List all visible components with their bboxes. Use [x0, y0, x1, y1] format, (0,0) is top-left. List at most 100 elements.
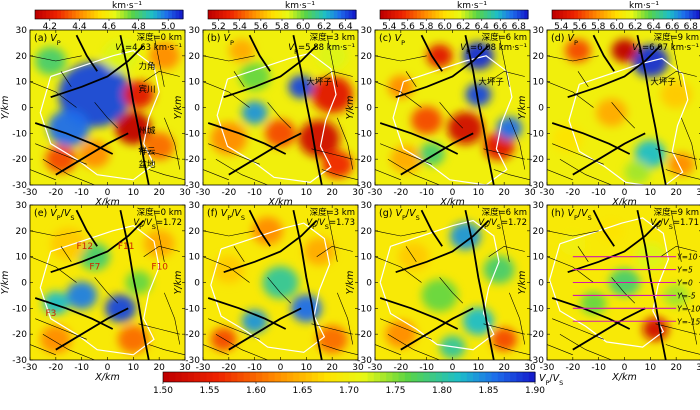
colorbar-cell	[336, 372, 344, 382]
colorbar-cell	[417, 10, 422, 19]
fault-line-minor	[670, 35, 682, 87]
anomaly-layer	[559, 219, 690, 341]
anomaly-blob	[385, 320, 417, 349]
x-axis-label: X/km	[94, 197, 119, 208]
colorbar-cell	[420, 10, 425, 19]
fault-line-minor	[611, 102, 636, 129]
fault-line-major	[395, 219, 490, 274]
colorbar-cell	[337, 10, 342, 19]
colorbar-cell	[513, 10, 518, 19]
colorbar-cell	[134, 10, 140, 19]
fault-line-major	[636, 210, 667, 360]
anomaly-blob	[143, 229, 175, 258]
fault-line-minor	[233, 71, 245, 87]
vp-panel-3: -30 -20 -10 0 10 20 30 X/km 30 20 10 0 -10 -20 -30 Y/km…	[345, 26, 536, 208]
x-tick-label: -30	[23, 188, 38, 198]
x-tick-label: -30	[196, 363, 211, 373]
anomaly-blob	[288, 75, 315, 99]
colorbar-cell	[431, 10, 437, 19]
x-tick-label: 0	[450, 188, 456, 198]
fault-line-minor	[483, 323, 525, 335]
colorbar-unit: km·s⁻¹	[457, 1, 487, 11]
colorbar-tick-label: 5.0	[161, 22, 176, 32]
colorbar-cell	[304, 10, 309, 19]
x-axis-label: X/km	[611, 372, 636, 383]
y-tick-label: -30	[529, 181, 544, 191]
colorbar-cell	[380, 372, 387, 382]
colorbar-frame	[379, 9, 529, 20]
y-tick-label: 30	[361, 201, 373, 211]
colorbar-tick-label: 6.2	[628, 22, 642, 32]
colorbar-cell	[282, 10, 287, 19]
colorbar-cell	[552, 10, 557, 19]
fault-line-major	[75, 209, 98, 247]
colorbar-cell	[413, 10, 418, 19]
fault-line-minor	[203, 344, 229, 356]
fault-line-major	[567, 219, 662, 274]
fault-line-major	[395, 44, 490, 99]
x-tick-label: -30	[196, 188, 211, 198]
y-tick-label: 20	[361, 52, 373, 62]
colorbar-cell	[75, 10, 80, 19]
fault-line-major	[592, 34, 615, 72]
colorbar-cell	[311, 372, 319, 382]
colorbar-tick-label: 4.8	[131, 22, 146, 32]
fault-line-major	[119, 210, 150, 360]
colorbar-cell	[651, 10, 657, 19]
anomaly-blob	[50, 227, 87, 261]
fault-line-major	[34, 122, 114, 155]
colorbar-cell	[274, 372, 282, 382]
colorbar-cell	[116, 10, 121, 19]
colorbar-cell	[233, 10, 239, 19]
colorbar-cell	[280, 372, 288, 382]
fault-line-minor	[559, 158, 612, 185]
colorbar-cell	[454, 372, 462, 382]
x-tick-label: 10	[128, 363, 140, 373]
x-tick-label: -10	[247, 363, 262, 373]
colorbar-cell	[450, 10, 455, 19]
colorbar-cell	[293, 10, 298, 19]
y-tick-label: -30	[12, 356, 27, 366]
panel-title: (a) VP	[34, 33, 61, 47]
colorbar-cell	[633, 10, 638, 19]
colorbar-cell	[614, 10, 620, 19]
colorbar-cell	[692, 10, 697, 19]
colorbar-cell	[322, 10, 327, 19]
x-tick-label: 10	[473, 188, 485, 198]
x-tick-label: 0	[105, 188, 111, 198]
colorbar-cell	[367, 372, 375, 382]
y-tick-label: -30	[357, 181, 372, 191]
colorbar-cell	[333, 10, 339, 19]
colorbar-tick-label: 5.8	[275, 22, 290, 32]
colorbar-cell	[387, 10, 392, 19]
colorbar-cell	[293, 372, 300, 382]
fault-line-major	[207, 297, 287, 330]
fault-line-minor	[326, 210, 338, 262]
fault-line-minor	[326, 35, 338, 87]
fault-line-major	[379, 122, 459, 155]
fault-line-minor	[498, 210, 510, 262]
fault-line-minor	[665, 169, 700, 180]
colorbar-cell	[160, 10, 166, 19]
colorbar-tick-label: 6.6	[493, 22, 508, 32]
resolution-contour	[39, 225, 160, 356]
fault-line-minor	[42, 158, 95, 185]
colorbar-cell	[268, 372, 276, 382]
fault-line-minor	[30, 344, 56, 356]
colorbar-cell	[169, 372, 176, 382]
place-label-xiangyun: 祥云	[139, 146, 157, 157]
colorbar-unit: km·s⁻¹	[629, 1, 659, 11]
colorbar-cell	[504, 372, 511, 382]
x-tick-label: 20	[153, 188, 165, 198]
colorbar-cell	[72, 10, 77, 19]
fault-line-minor	[203, 256, 250, 283]
y-tick-label: 0	[21, 104, 27, 114]
x-tick-label: -10	[74, 363, 89, 373]
fault-line-minor	[30, 169, 56, 181]
colorbar-cell	[206, 372, 214, 382]
colorbar-cell	[581, 10, 586, 19]
colorbar-tick-label: 5.6	[573, 22, 588, 32]
y-tick-label: -10	[12, 304, 27, 314]
colorbar-cell	[171, 10, 177, 19]
fault-line-minor	[60, 246, 72, 262]
